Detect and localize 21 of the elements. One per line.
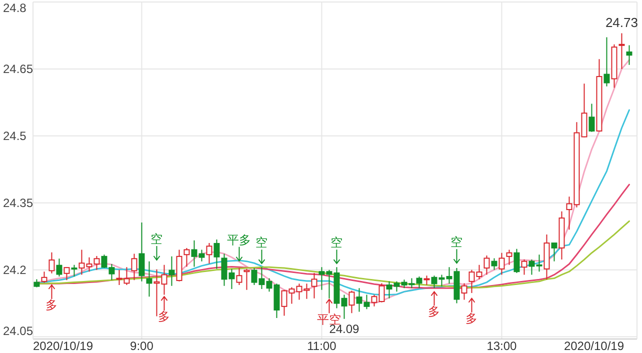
x-tick-label: 9:00 — [130, 339, 154, 353]
annotation: 多 — [46, 298, 58, 312]
annotation: 平多 — [227, 232, 252, 247]
annotation: 24.73 — [605, 15, 638, 30]
x-tick-label: 2020/10/19 — [564, 339, 624, 353]
y-tick-label: 24.2 — [3, 262, 27, 277]
y-tick-label: 24.35 — [3, 196, 34, 210]
annotation: 多 — [428, 304, 440, 319]
annotation: 空 — [256, 236, 268, 250]
x-tick-label: 2020/10/19 — [32, 339, 94, 353]
y-tick-label: 24.5 — [3, 128, 27, 143]
y-tick-label: 24.8 — [3, 1, 27, 15]
x-tick-label: 13:00 — [486, 339, 518, 353]
y-tick-label: 24.65 — [3, 62, 34, 76]
y-tick-label: 24.05 — [3, 324, 34, 338]
annotation: 空 — [330, 236, 343, 250]
annotation: 多 — [158, 310, 170, 324]
annotation: 多 — [466, 311, 478, 326]
annotation: 空 — [450, 235, 463, 250]
x-tick-label: 11:00 — [307, 339, 337, 353]
annotation: 空 — [150, 232, 163, 246]
